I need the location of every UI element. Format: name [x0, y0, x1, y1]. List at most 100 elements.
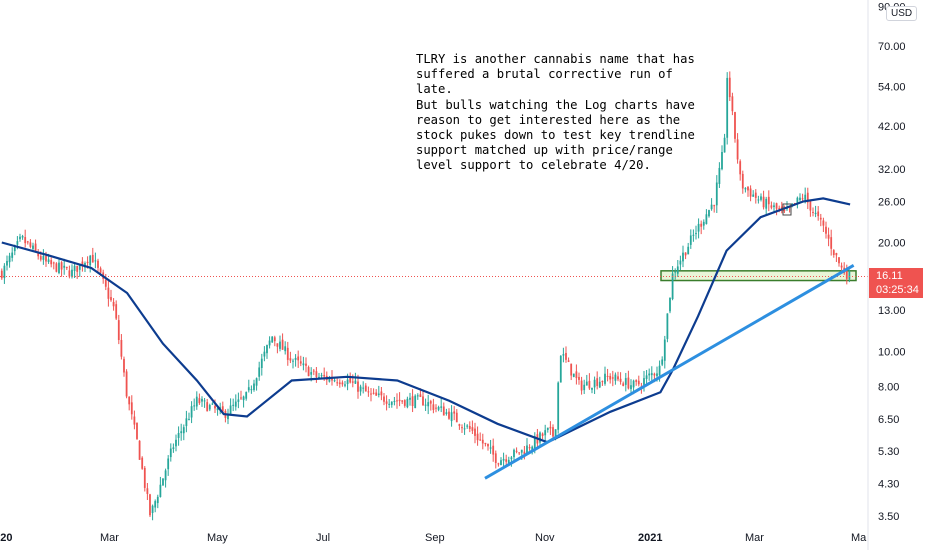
candle-body: [754, 192, 757, 198]
candle-body: [591, 387, 593, 390]
candle-body: [208, 405, 211, 410]
candle-body: [526, 445, 528, 454]
candle-body: [752, 194, 755, 197]
candle-body: [562, 354, 565, 356]
candle-body: [455, 412, 458, 423]
candle-body: [695, 233, 697, 235]
candle-body: [812, 211, 814, 213]
candle-body: [606, 375, 609, 377]
candle-body: [318, 376, 320, 378]
candle-body: [624, 378, 627, 385]
candle-body: [442, 406, 445, 416]
candle-body: [663, 339, 666, 361]
candle-body: [549, 426, 552, 429]
candle-body: [328, 377, 331, 382]
candle-body: [63, 265, 66, 268]
candle-body: [705, 214, 708, 225]
candle-body: [242, 396, 245, 401]
x-tick-label: 2020: [0, 532, 12, 544]
candle-body: [801, 198, 804, 200]
candle-body: [104, 279, 107, 287]
candle-body: [172, 447, 175, 449]
candle-body: [679, 260, 682, 265]
candle-body: [26, 241, 29, 243]
candle-body: [632, 380, 635, 388]
candle-body: [749, 188, 752, 197]
candle-body: [461, 427, 463, 429]
candle-body: [266, 345, 268, 354]
candle-body: [780, 206, 783, 209]
x-tick-label: Sep: [425, 532, 445, 544]
candle-body: [554, 429, 557, 437]
candle-body: [279, 341, 281, 349]
candle-body: [154, 501, 157, 508]
candle-body: [110, 297, 112, 301]
candle-body: [715, 182, 718, 206]
y-tick-label: 70.00: [878, 41, 906, 53]
support-zone[interactable]: [660, 270, 857, 282]
candle-body: [143, 467, 146, 488]
candle-body: [68, 270, 71, 277]
candle-body: [372, 392, 375, 394]
candle-body: [559, 355, 562, 383]
candle-body: [268, 340, 271, 346]
candle-body: [578, 376, 580, 380]
currency-button[interactable]: USD: [886, 6, 918, 21]
candle-body: [718, 167, 721, 184]
candle-body: [128, 396, 131, 405]
candle-body: [575, 371, 578, 379]
candle-body: [346, 379, 349, 385]
candle-body: [487, 443, 489, 447]
candle-body: [596, 378, 599, 386]
candle-body: [778, 208, 781, 210]
candle-body: [393, 400, 396, 402]
candle-body: [513, 449, 515, 458]
y-tick-label: 32.00: [878, 164, 906, 176]
candle-body: [281, 339, 284, 350]
candle-body: [250, 389, 253, 391]
candle-body: [419, 394, 422, 397]
last-price-value: 16.11: [876, 270, 903, 282]
candle-body: [396, 400, 398, 402]
candle-body: [614, 374, 617, 381]
candle-body: [474, 428, 476, 436]
candle-body: [201, 398, 203, 402]
moving-average-line[interactable]: [1, 197, 851, 444]
candle-body: [557, 382, 560, 430]
candle-body: [390, 401, 393, 405]
candle-body: [180, 431, 183, 434]
candle-body: [669, 297, 671, 312]
candle-body: [71, 269, 73, 277]
candle-body: [117, 320, 120, 341]
candle-body: [146, 488, 149, 494]
candle-body: [336, 382, 339, 384]
candle-body: [424, 404, 427, 406]
candle-body: [726, 77, 729, 138]
candle-body: [136, 422, 138, 439]
candle-body: [544, 430, 547, 436]
candle-body: [292, 360, 294, 362]
candle-body: [611, 377, 614, 379]
candle-body: [97, 260, 99, 268]
candle-body: [471, 427, 474, 431]
candle-body: [167, 458, 170, 470]
candle-body: [260, 358, 263, 368]
candle-body: [432, 404, 435, 410]
candle-body: [429, 401, 432, 404]
candle-body: [622, 383, 625, 386]
candle-body: [637, 380, 640, 385]
candle-body: [190, 406, 193, 418]
candle-body: [258, 367, 261, 377]
candle-body: [835, 252, 838, 256]
candle-body: [583, 384, 586, 391]
candle-body: [702, 221, 705, 226]
candle-body: [448, 411, 450, 419]
candle-body: [221, 406, 224, 412]
candle-body: [708, 210, 710, 217]
candle-body: [832, 250, 835, 255]
candle-body: [565, 352, 567, 360]
candle-body: [39, 256, 42, 260]
trendline[interactable]: [484, 264, 855, 480]
candle-body: [645, 375, 648, 379]
